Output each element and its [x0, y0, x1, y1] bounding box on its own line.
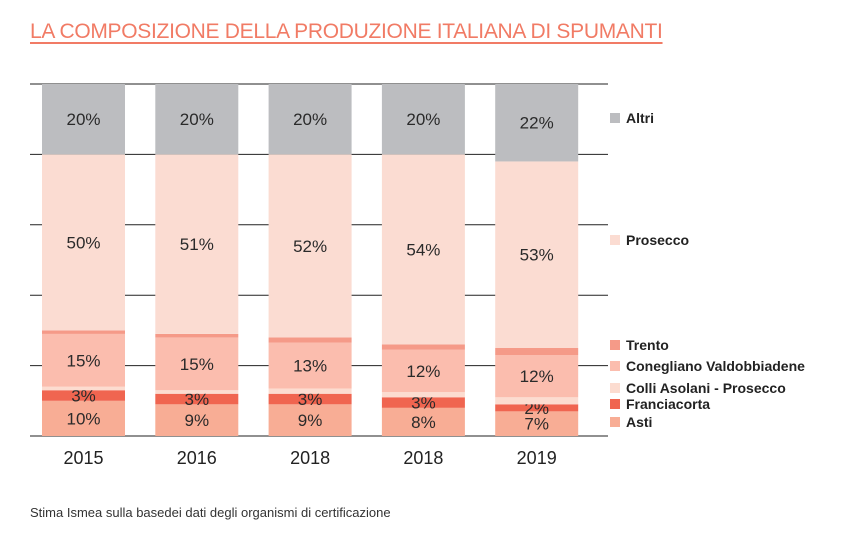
data-label: 20%: [293, 110, 327, 129]
bar-segment-colli-asolani-prosecco: [381, 392, 465, 398]
bar-segment-colli-asolani-prosecco: [495, 397, 579, 405]
data-label: 7%: [524, 415, 549, 434]
bar-segment-franciacorta: [495, 404, 579, 412]
bar-segment-trento: [42, 330, 125, 334]
bar-segment-asti: [268, 404, 352, 436]
legend-swatch: [610, 383, 620, 393]
data-label: 3%: [71, 387, 96, 406]
data-label: 15%: [66, 351, 100, 370]
data-label: 53%: [520, 246, 554, 265]
legend-label: Colli Asolani - Prosecco: [626, 380, 786, 396]
legend-label: Altri: [626, 110, 654, 126]
bar-segment-trento: [155, 333, 239, 338]
bar-segment-altri: [155, 84, 239, 155]
bar-segment-asti: [42, 400, 125, 436]
legend-swatch: [610, 417, 620, 427]
data-label: 15%: [180, 355, 214, 374]
bar-segment-colli-asolani-prosecco: [155, 390, 239, 394]
bar-segment-prosecco: [381, 154, 465, 345]
bar-segment-conegliano-valdobbiadene: [42, 333, 125, 387]
data-label: 51%: [180, 235, 214, 254]
data-label: 9%: [298, 411, 323, 430]
bar-segment-altri: [42, 84, 125, 155]
data-label: 3%: [185, 390, 210, 409]
legend-swatch: [610, 399, 620, 409]
data-label: 52%: [293, 237, 327, 256]
data-label: 20%: [66, 110, 100, 129]
bar-segment-conegliano-valdobbiadene: [381, 349, 465, 392]
legend-label: Franciacorta: [626, 396, 710, 412]
data-label: 3%: [298, 390, 323, 409]
bar-segment-altri: [495, 84, 579, 162]
bar-segment-franciacorta: [381, 397, 465, 408]
data-label: 13%: [293, 357, 327, 376]
bar-segment-trento: [268, 337, 352, 343]
bar-segment-altri: [268, 84, 352, 155]
legend-swatch: [610, 235, 620, 245]
bar-segment-trento: [381, 344, 465, 350]
bar-segment-altri: [381, 84, 465, 155]
bar-segment-trento: [495, 348, 579, 356]
bar-segment-prosecco: [42, 154, 125, 331]
bar-segment-prosecco: [155, 154, 239, 334]
data-label: 50%: [66, 233, 100, 252]
data-label: 22%: [520, 114, 554, 133]
bar-segment-conegliano-valdobbiadene: [155, 337, 239, 391]
legend-label: Conegliano Valdobbiadene: [626, 358, 805, 374]
x-tick-label: 2015: [63, 448, 103, 468]
data-label: 8%: [411, 413, 436, 432]
bar-segment-conegliano-valdobbiadene: [495, 355, 579, 398]
data-label: 10%: [66, 409, 100, 428]
data-label: 9%: [185, 411, 210, 430]
data-label: 54%: [406, 240, 440, 259]
bar-segment-franciacorta: [268, 393, 352, 405]
x-tick-label: 2018: [403, 448, 443, 468]
legend-swatch: [610, 113, 620, 123]
bar-segment-colli-asolani-prosecco: [268, 388, 352, 394]
legend-label: Asti: [626, 414, 652, 430]
bar-segment-franciacorta: [42, 390, 125, 401]
bar-segment-prosecco: [495, 161, 579, 348]
x-tick-label: 2019: [517, 448, 557, 468]
bar-segment-colli-asolani-prosecco: [42, 386, 125, 391]
chart-title: LA COMPOSIZIONE DELLA PRODUZIONE ITALIAN…: [30, 20, 663, 43]
data-label: 12%: [406, 362, 440, 381]
data-label: 20%: [180, 110, 214, 129]
legend-swatch: [610, 361, 620, 371]
bar-segment-franciacorta: [155, 393, 239, 405]
bar-segment-prosecco: [268, 154, 352, 338]
x-tick-label: 2016: [177, 448, 217, 468]
legend-label: Trento: [626, 337, 669, 353]
legend-swatch: [610, 340, 620, 350]
legend-label: Prosecco: [626, 232, 689, 248]
x-tick-label: 2018: [290, 448, 330, 468]
data-label: 12%: [520, 367, 554, 386]
bar-segment-asti: [495, 411, 579, 436]
bar-segment-asti: [155, 404, 239, 436]
source-note: Stima Ismea sulla basedei dati degli org…: [30, 505, 391, 520]
data-label: 20%: [406, 110, 440, 129]
bar-segment-asti: [381, 407, 465, 436]
data-label: 3%: [411, 394, 436, 413]
bar-segment-conegliano-valdobbiadene: [268, 342, 352, 389]
